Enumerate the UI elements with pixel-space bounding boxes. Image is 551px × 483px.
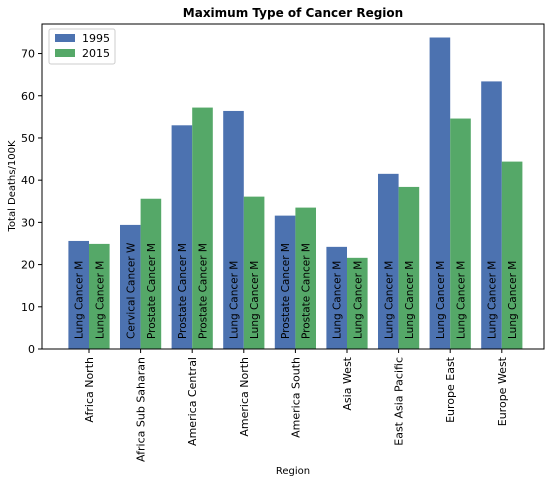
bar-label-2015-2: Prostate Cancer M [198, 243, 210, 339]
bar-2015-6 [398, 186, 420, 349]
bar-label-1995-7: Lung Cancer M [435, 261, 447, 339]
bar-1995-1 [120, 224, 141, 349]
legend-swatch-2015 [55, 49, 75, 57]
x-axis-label: Region [276, 466, 310, 477]
y-axis: 0 10 20 30 40 50 60 70 [21, 48, 42, 356]
bar-1995-3 [223, 110, 244, 349]
x-tick-label-6: East Asia Pacific [393, 357, 406, 446]
bar-2015-1 [140, 198, 162, 349]
y-tick-label-5: 50 [21, 132, 35, 145]
bar-1995-8 [481, 81, 502, 350]
bar-1995-0 [68, 240, 89, 349]
bar-1995-4 [274, 215, 296, 349]
y-tick-label-7: 70 [21, 48, 35, 61]
bar-1995-2 [171, 125, 193, 349]
y-tick-label-1: 10 [21, 301, 35, 314]
bar-labels-layer: Lung Cancer M Lung Cancer M Cervical Cance… [74, 242, 519, 339]
bar-label-1995-3: Lung Cancer M [229, 261, 241, 339]
chart-title: Maximum Type of Cancer Region [183, 6, 403, 20]
bar-1995-7 [429, 37, 451, 349]
bar-label-1995-4: Prostate Cancer M [280, 243, 292, 339]
legend: 1995 2015 [48, 28, 116, 65]
bar-label-2015-1: Prostate Cancer M [146, 243, 158, 339]
bar-label-2015-0: Lung Cancer M [94, 261, 106, 339]
x-tick-label-1: Africa Sub Saharan [135, 357, 148, 462]
bar-label-2015-6: Lung Cancer M [404, 261, 416, 339]
bars-layer [68, 37, 523, 350]
bar-2015-0 [89, 243, 110, 349]
y-tick-label-4: 40 [21, 174, 35, 187]
bar-1995-6 [378, 173, 399, 349]
bar-label-1995-1: Cervical Cancer W [125, 242, 137, 339]
legend-label-1995: 1995 [82, 32, 110, 45]
x-tick-label-5: Asia West [341, 356, 354, 410]
x-tick-label-7: Europe East [444, 356, 457, 423]
x-tick-label-2: America Central [186, 357, 199, 446]
legend-label-2015: 2015 [82, 47, 110, 60]
x-tick-label-0: Africa North [83, 357, 96, 423]
bar-label-2015-5: Lung Cancer M [352, 261, 364, 339]
y-tick-label-2: 20 [21, 259, 35, 272]
legend-swatch-1995 [55, 34, 75, 42]
bar-2015-8 [501, 161, 523, 349]
x-tick-label-8: Europe West [496, 356, 509, 426]
bar-label-2015-4: Prostate Cancer M [301, 243, 313, 339]
y-axis-label: Total Deaths/100K [7, 140, 18, 232]
bar-2015-2 [192, 107, 213, 349]
y-tick-label-3: 30 [21, 216, 35, 229]
bar-label-1995-0: Lung Cancer M [74, 261, 86, 339]
bar-label-2015-3: Lung Cancer M [249, 261, 261, 339]
bar-label-1995-8: Lung Cancer M [487, 261, 499, 339]
bar-label-1995-2: Prostate Cancer M [177, 243, 189, 339]
bar-label-1995-5: Lung Cancer M [332, 261, 344, 339]
bar-2015-4 [295, 207, 316, 349]
bar-label-2015-7: Lung Cancer M [456, 261, 468, 339]
bar-2015-3 [243, 196, 265, 349]
x-axis: Africa North Africa Sub Saharan America Ce… [83, 349, 509, 462]
x-tick-label-4: America South [289, 357, 302, 438]
x-tick-label-3: America North [238, 357, 251, 437]
bar-1995-5 [326, 246, 347, 349]
bar-2015-7 [450, 118, 471, 349]
y-tick-label-0: 0 [28, 343, 35, 356]
plot-frame [41, 23, 545, 350]
y-tick-label-6: 60 [21, 90, 35, 103]
bar-label-1995-6: Lung Cancer M [383, 261, 395, 339]
bar-2015-5 [347, 257, 368, 349]
bar-label-2015-8: Lung Cancer M [507, 261, 519, 339]
